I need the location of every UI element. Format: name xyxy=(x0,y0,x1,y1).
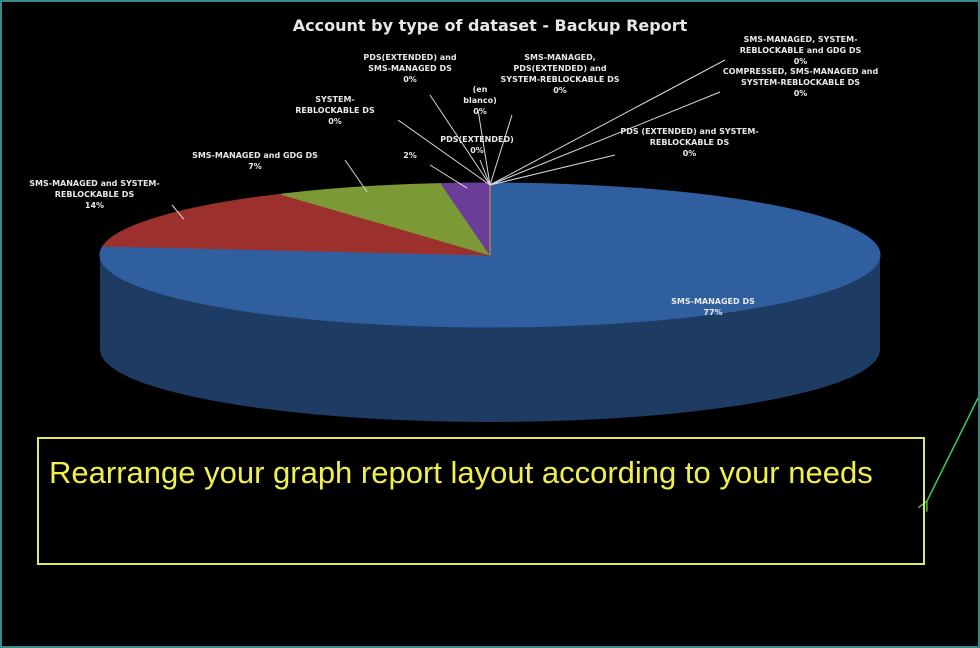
leader-line xyxy=(397,119,491,186)
data-label: SMS-MANAGED, SYSTEM-REBLOCKABLE and GDG … xyxy=(718,34,883,67)
slice-value: 77% xyxy=(703,308,723,317)
pie-slice xyxy=(102,193,491,256)
data-label: SMS-MANAGED and SYSTEM-REBLOCKABLE DS 14% xyxy=(12,178,177,211)
slice-value: 14% xyxy=(84,201,105,210)
slice-value: 0% xyxy=(793,57,808,66)
pie-slice-side xyxy=(100,255,880,422)
data-label: 2% xyxy=(395,150,425,161)
slice-name: SMS-MANAGED and SYSTEM-REBLOCKABLE DS xyxy=(29,179,160,199)
leader-line xyxy=(489,91,721,186)
slice-name: PDS (EXTENDED) and SYSTEM-REBLOCKABLE DS xyxy=(620,127,759,147)
leader-line xyxy=(429,94,491,186)
leader-line xyxy=(489,114,513,186)
annotation: Rearrange your graph report layout accor… xyxy=(37,437,925,565)
slice-name: SMS-MANAGED and GDG DS xyxy=(192,151,318,160)
leader-line xyxy=(344,159,368,193)
pie-slice xyxy=(280,183,492,256)
slice-value: 0% xyxy=(328,117,342,126)
slice-name: SMS-MANAGED, PDS(EXTENDED) and SYSTEM-RE… xyxy=(500,53,620,84)
slice-value: 0% xyxy=(553,86,567,95)
slice-value: 2% xyxy=(403,151,417,160)
data-label: PDS(EXTENDED) 0% xyxy=(438,134,516,156)
leader-line xyxy=(489,59,726,186)
slice-name: (en blanco) xyxy=(463,85,497,105)
data-label: SMS-MANAGED and GDG DS 7% xyxy=(160,150,350,172)
chart-title: Account by type of dataset - Backup Repo… xyxy=(292,16,688,35)
leader-line xyxy=(429,164,468,189)
slice-name: SMS-MANAGED DS xyxy=(671,297,755,306)
data-label: COMPRESSED, SMS-MANAGED and SYSTEM-REBLO… xyxy=(713,66,888,99)
slice-value: 0% xyxy=(473,107,487,116)
slice-value: 0% xyxy=(403,75,417,84)
pie-slice xyxy=(99,182,881,328)
slice-value: 0% xyxy=(793,89,808,98)
slice-name: COMPRESSED, SMS-MANAGED and SYSTEM-REBLO… xyxy=(722,67,879,87)
slice-value: 7% xyxy=(248,162,262,171)
data-label: PDS(EXTENDED) and SMS-MANAGED DS 0% xyxy=(355,52,465,85)
data-label: PDS (EXTENDED) and SYSTEM-REBLOCKABLE DS… xyxy=(612,126,767,159)
slice-value: 0% xyxy=(470,146,484,155)
slice-name: SMS-MANAGED, SYSTEM-REBLOCKABLE and GDG … xyxy=(739,35,862,55)
slice-name: SYSTEM-REBLOCKABLE DS xyxy=(295,95,375,115)
data-label: (en blanco) 0% xyxy=(455,84,505,117)
data-label: SYSTEM-REBLOCKABLE DS 0% xyxy=(290,94,380,127)
leader-line xyxy=(171,204,185,220)
slice-name: PDS(EXTENDED) xyxy=(440,135,514,144)
slice-value: 0% xyxy=(682,149,697,158)
data-label: SMS-MANAGED DS 77% xyxy=(643,296,783,318)
arrow xyxy=(926,397,979,503)
leader-line xyxy=(479,159,491,186)
leader-line xyxy=(489,154,616,186)
leader-line xyxy=(477,109,491,186)
data-label: SMS-MANAGED, PDS(EXTENDED) and SYSTEM-RE… xyxy=(500,52,620,96)
slice-name: PDS(EXTENDED) and SMS-MANAGED DS xyxy=(363,53,457,73)
